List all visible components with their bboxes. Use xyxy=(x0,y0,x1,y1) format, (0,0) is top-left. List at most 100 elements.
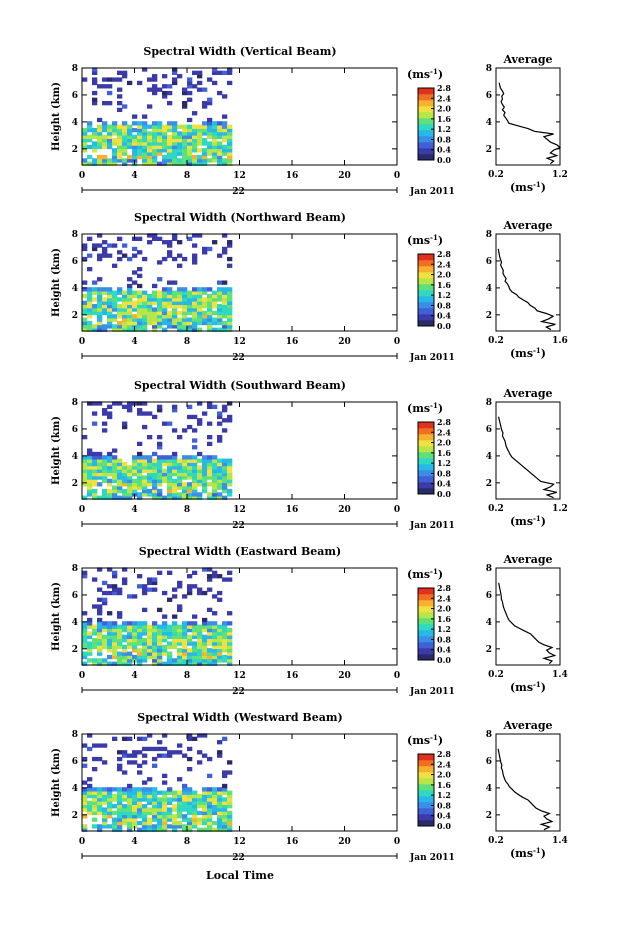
heatmap-cell xyxy=(207,121,213,126)
heatmap-cell xyxy=(222,465,228,470)
heatmap-cell xyxy=(217,810,223,816)
heatmap-cell xyxy=(87,448,93,453)
heatmap-cell xyxy=(202,807,208,812)
heatmap-cell xyxy=(217,478,223,484)
heatmap-cell xyxy=(97,154,103,160)
heatmap-cell xyxy=(127,287,133,292)
heatmap-cell xyxy=(82,827,88,832)
heatmap-cell xyxy=(102,634,108,639)
heatmap-cell xyxy=(157,408,163,413)
heatmap-cell xyxy=(137,451,143,457)
colorbar-swatch xyxy=(418,452,434,459)
heatmap-cell xyxy=(212,804,218,809)
y-tick-label: 8 xyxy=(72,398,78,408)
heatmap-cell xyxy=(172,124,178,129)
heatmap-cell xyxy=(82,455,88,460)
heatmap-cell xyxy=(107,253,113,258)
heatmap-cell xyxy=(122,770,128,775)
heatmap-cell xyxy=(172,488,178,494)
heatmap-cell xyxy=(117,807,123,812)
heatmap-cell xyxy=(187,800,193,805)
heatmap-cell xyxy=(222,134,228,139)
heatmap-cell xyxy=(122,644,128,650)
y-tick-label: 6 xyxy=(72,257,78,267)
heatmap-cell xyxy=(207,148,213,153)
heatmap-cell xyxy=(217,421,223,426)
heatmap-cell xyxy=(157,124,163,129)
heatmap-cell xyxy=(167,492,173,497)
heatmap-cell xyxy=(112,797,118,802)
heatmap-cell xyxy=(127,297,133,302)
heatmap-cell xyxy=(212,293,218,299)
heatmap-cell xyxy=(162,90,168,96)
heatmap-cell xyxy=(87,401,93,406)
heatmap-cell xyxy=(162,138,168,143)
heatmap-cell xyxy=(162,307,168,312)
heatmap-cell xyxy=(147,314,153,319)
y-axis-label: Height (km) xyxy=(51,82,62,151)
heatmap-cell xyxy=(137,151,143,156)
heatmap-cell xyxy=(182,790,188,795)
heatmap-cell xyxy=(112,304,118,309)
heatmap-cell xyxy=(152,158,158,163)
y-tick-label: 2 xyxy=(72,811,78,821)
panel-title: Spectral Width (Northward Beam) xyxy=(134,211,346,224)
heatmap-cell xyxy=(152,121,158,126)
heatmap-cell xyxy=(127,820,133,826)
heatmap-cell xyxy=(162,287,168,292)
average-y-tick-label: 8 xyxy=(486,64,492,74)
heatmap-cell xyxy=(142,804,148,809)
heatmap-cell xyxy=(87,621,93,626)
heatmap-cell xyxy=(177,287,183,292)
heatmap-cell xyxy=(147,435,153,440)
heatmap-cell xyxy=(207,824,213,829)
heatmap-cell xyxy=(127,634,133,639)
heatmap-cell xyxy=(147,320,153,326)
colorbar-swatch xyxy=(418,88,434,95)
heatmap-cell xyxy=(107,461,113,467)
heatmap-cell xyxy=(122,424,128,430)
colorbar-unit-label: (ms-1) xyxy=(407,401,443,415)
colorbar-tick-label: 0.0 xyxy=(437,321,451,331)
heatmap-cell xyxy=(142,482,148,487)
heatmap-cell xyxy=(217,472,223,477)
heatmap-cell xyxy=(107,641,113,646)
heatmap-cell xyxy=(212,290,218,295)
colorbar-swatch xyxy=(418,766,434,773)
heatmap-cell xyxy=(142,161,148,166)
heatmap-cell xyxy=(172,824,178,829)
heatmap-cell xyxy=(117,70,123,75)
heatmap-cell xyxy=(112,787,118,792)
heatmap-cell xyxy=(157,651,163,656)
heatmap-cell xyxy=(197,760,203,765)
heatmap-cell xyxy=(137,492,143,497)
heatmap-cell xyxy=(207,304,213,309)
heatmap-cell xyxy=(142,787,148,792)
heatmap-cell xyxy=(187,641,193,646)
heatmap-cell xyxy=(192,661,198,666)
heatmap-cell xyxy=(162,804,168,809)
heatmap-cell xyxy=(157,814,163,819)
colorbar-swatch xyxy=(418,476,434,483)
heatmap-cell xyxy=(152,478,158,484)
heatmap-cell xyxy=(97,567,103,572)
heatmap-cell xyxy=(182,807,188,812)
colorbar-swatch xyxy=(418,124,434,131)
heatmap-cell xyxy=(167,482,173,487)
heatmap-cell xyxy=(212,141,218,146)
heatmap-cell xyxy=(172,236,178,241)
heatmap-cell xyxy=(117,800,123,805)
heatmap-cell xyxy=(207,804,213,809)
heatmap-cell xyxy=(167,280,173,285)
heatmap-cell xyxy=(142,753,148,758)
heatmap-cell xyxy=(152,154,158,160)
heatmap-cell xyxy=(87,472,93,477)
heatmap-cell xyxy=(192,131,198,136)
heatmap-cell xyxy=(172,658,178,663)
heatmap-cell xyxy=(82,756,88,762)
heatmap-cell xyxy=(172,70,178,75)
colorbar-swatch xyxy=(418,142,434,149)
heatmap-cell xyxy=(177,134,183,139)
heatmap-cell xyxy=(172,154,178,160)
heatmap-cell xyxy=(142,324,148,329)
